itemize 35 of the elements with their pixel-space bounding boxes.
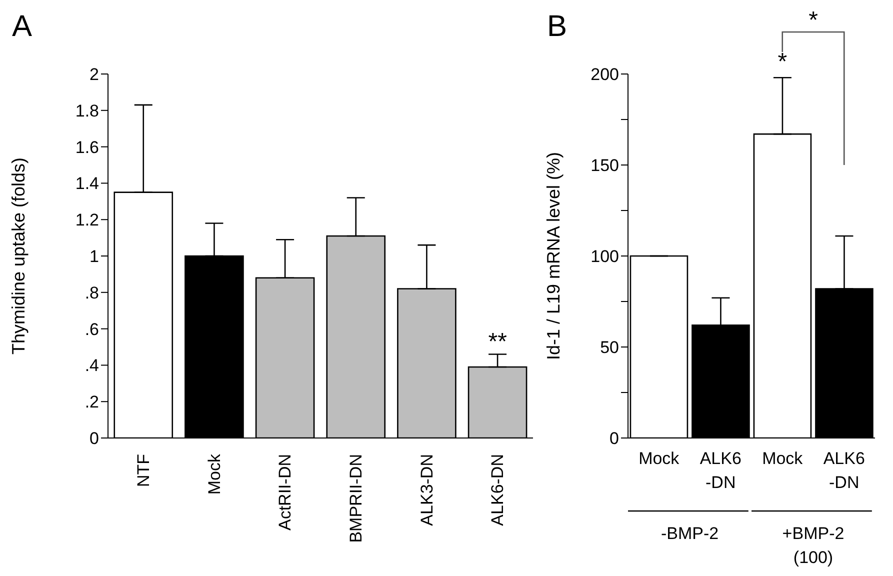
x-tick-label: BMPRII-DN — [346, 454, 366, 543]
y-tick-label: 1.6 — [75, 138, 99, 157]
y-tick-label: 150 — [590, 156, 619, 176]
y-tick-label: 1.4 — [75, 174, 99, 194]
y-tick-label: 100 — [590, 247, 619, 266]
text: * — [808, 7, 818, 34]
x-tick-label: ALK3-DN — [417, 454, 436, 526]
x-tick-label: ALK6 -DN — [823, 449, 865, 492]
text: -BMP-2 — [660, 524, 719, 543]
y-tick-label: 50 — [600, 338, 619, 358]
y-tick-label: 2 — [90, 65, 99, 84]
y-tick-label: .6 — [84, 320, 99, 339]
y-axis-title: Thymidine uptake (folds) — [8, 157, 28, 355]
x-tick-label: ALK6 -DN — [700, 449, 742, 492]
y-tick-label: .4 — [84, 356, 99, 376]
x-tick-label: Mock — [204, 454, 224, 495]
y-tick-label: 1 — [90, 247, 99, 266]
y-tick-label: .8 — [84, 283, 99, 302]
y-tick-label: .2 — [84, 392, 99, 412]
y-tick-label: 0 — [610, 429, 619, 448]
text: +BMP-2 (100) — [782, 524, 844, 567]
y-tick-label: 0 — [90, 429, 99, 448]
x-tick-label: NTF — [134, 454, 153, 488]
y-tick-label: 1.8 — [75, 101, 99, 120]
annotation: * — [778, 48, 788, 76]
x-tick-label: ALK6-DN — [488, 454, 508, 526]
x-tick-label: ActRII-DN — [276, 454, 295, 530]
x-tick-label: Mock — [762, 449, 804, 468]
chart-title: A — [12, 10, 32, 44]
y-tick-label: 1.2 — [75, 210, 99, 230]
chart-title: B — [547, 10, 568, 44]
y-tick-label: 200 — [590, 65, 619, 84]
annotation: ** — [488, 328, 507, 356]
y-axis-title: Id-1 / L19 mRNA level (%) — [543, 152, 564, 360]
x-tick-label: Mock — [638, 449, 680, 468]
